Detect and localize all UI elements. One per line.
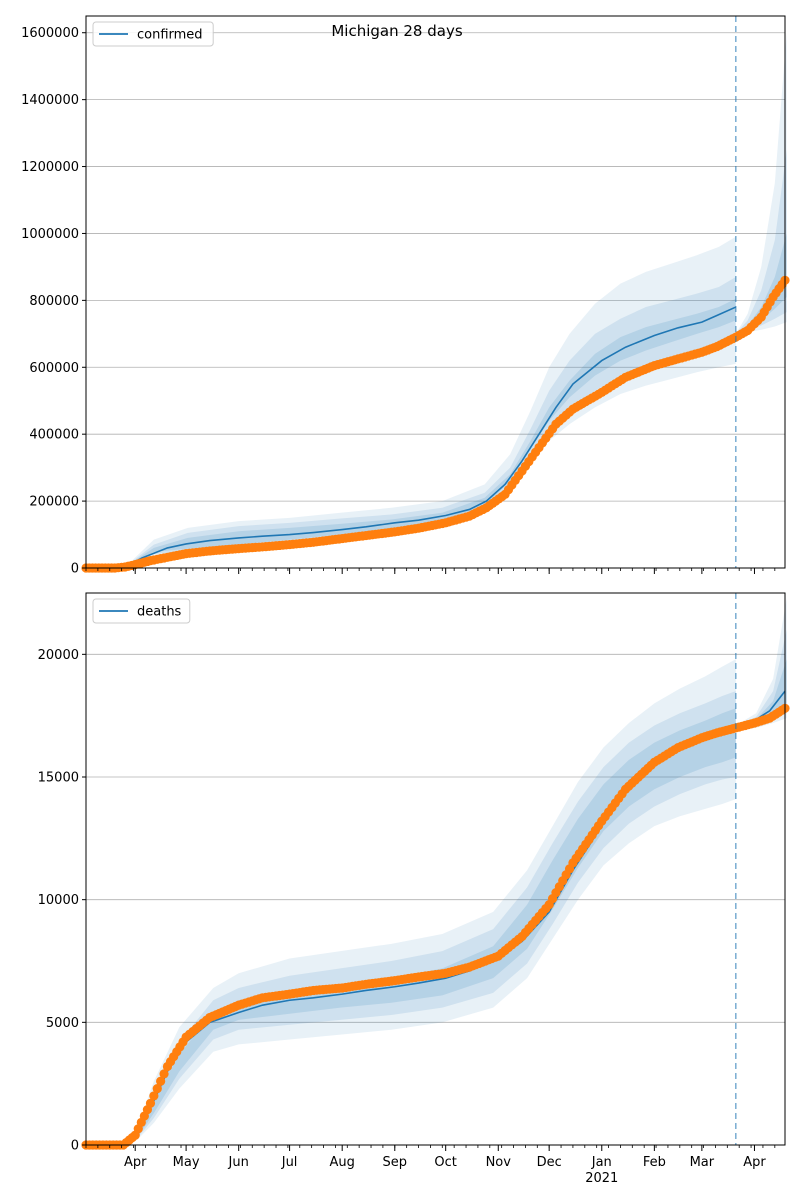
x-tick-label: Apr xyxy=(124,1155,147,1170)
uncertainty-band xyxy=(735,32,787,334)
y-tick-label: 15000 xyxy=(38,771,79,786)
uncertainty-band xyxy=(91,298,736,568)
uncertainty-band xyxy=(735,233,787,334)
y-tick-label: 1200000 xyxy=(21,160,79,175)
x-tick-label: Jun xyxy=(228,1155,249,1170)
axes-frame xyxy=(85,592,786,1146)
x-tick-label: Feb xyxy=(643,1155,666,1170)
x-tick-label: Nov xyxy=(486,1155,512,1170)
x-tick-label: Dec xyxy=(537,1155,562,1170)
uncertainty-band xyxy=(123,691,736,1145)
y-tick-label: 1400000 xyxy=(21,93,79,108)
y-tick-label: 1600000 xyxy=(21,26,79,41)
legend: deaths xyxy=(92,598,191,624)
x-tick-label: Apr xyxy=(743,1155,766,1170)
uncertainty-band xyxy=(123,659,736,1145)
uncertainty-band xyxy=(735,597,787,731)
observed-point xyxy=(156,1076,166,1086)
x-tick-label: Sep xyxy=(383,1155,408,1170)
uncertainty-band xyxy=(91,236,736,569)
y-tick-label: 600000 xyxy=(29,361,79,376)
y-tick-label: 5000 xyxy=(46,1016,79,1031)
axes-frame xyxy=(85,15,786,569)
deaths-panel: 0 5000 10000 15000 20000 Apr May Jun Jul Aug Sep Oc… xyxy=(38,592,790,1186)
x-year-label: 2021 xyxy=(585,1171,618,1186)
x-tick-label: Aug xyxy=(329,1155,354,1170)
observed-point xyxy=(145,1098,156,1108)
y-tick-label: 20000 xyxy=(38,648,79,663)
y-tick-label: 1000000 xyxy=(21,227,79,242)
y-tick-label: 400000 xyxy=(29,428,79,443)
y-tick-label: 0 xyxy=(71,1139,79,1154)
legend: confirmed xyxy=(92,21,214,47)
x-tick-label: Oct xyxy=(434,1155,456,1170)
x-tick-label: Mar xyxy=(690,1155,715,1170)
figure-title: Michigan 28 days xyxy=(331,22,462,40)
series-line-confirmed xyxy=(86,306,737,569)
uncertainty-band xyxy=(91,276,736,568)
observed-markers xyxy=(81,275,790,573)
x-tick-label: Jan xyxy=(591,1155,612,1170)
observed-point xyxy=(152,1083,162,1094)
y-tick-label: 800000 xyxy=(29,294,79,309)
y-tick-label: 200000 xyxy=(29,495,79,510)
legend-box xyxy=(92,598,191,624)
observed-point xyxy=(149,1091,159,1101)
confirmed-panel: 0 200000 400000 600000 800000 1000000 1200000 1… xyxy=(21,15,790,577)
observed-point xyxy=(159,1069,169,1079)
uncertainty-band xyxy=(735,149,787,334)
y-tick-label: 10000 xyxy=(38,893,79,908)
y-tick-label: 0 xyxy=(71,562,79,577)
legend-box xyxy=(92,21,214,47)
x-tick-label: May xyxy=(173,1155,200,1170)
legend-label: confirmed xyxy=(137,28,203,43)
x-tick-label: Jul xyxy=(281,1155,298,1170)
uncertainty-band xyxy=(123,708,736,1145)
legend-label: deaths xyxy=(137,605,182,620)
